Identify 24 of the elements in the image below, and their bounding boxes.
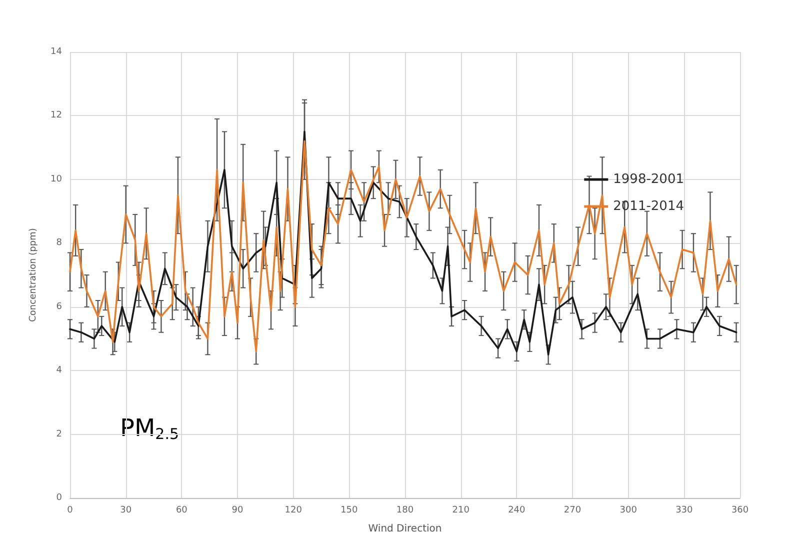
x-axis-title: Wind Direction xyxy=(368,524,442,534)
x-tick-label: 150 xyxy=(340,506,358,516)
x-tick-label: 300 xyxy=(620,506,638,516)
y-tick-label: 12 xyxy=(50,110,62,121)
x-tick-label: 120 xyxy=(284,506,302,516)
y-tick-label: 8 xyxy=(56,238,62,248)
x-tick-label: 210 xyxy=(452,506,470,516)
x-tick-label: 270 xyxy=(564,506,582,516)
x-tick-label: 30 xyxy=(120,506,132,516)
y-axis-title: Concentration (ppm) xyxy=(28,228,38,322)
x-tick-label: 90 xyxy=(232,506,244,516)
y-tick-label: 10 xyxy=(50,174,62,184)
y-tick-label: 2 xyxy=(56,429,62,440)
legend-label: 1998-2001 xyxy=(613,172,684,187)
x-tick-label: 330 xyxy=(676,506,694,516)
x-tick-label: 180 xyxy=(396,506,414,516)
x-tick-label: 0 xyxy=(67,506,74,516)
y-tick-label: 0 xyxy=(56,493,62,503)
y-tick-label: 6 xyxy=(56,302,62,312)
y-tick-label: 4 xyxy=(56,366,62,376)
x-tick-label: 240 xyxy=(508,506,526,516)
x-tick-label: 60 xyxy=(176,506,188,516)
y-tick-label: 14 xyxy=(50,47,62,57)
x-tick-label: 360 xyxy=(731,506,749,516)
